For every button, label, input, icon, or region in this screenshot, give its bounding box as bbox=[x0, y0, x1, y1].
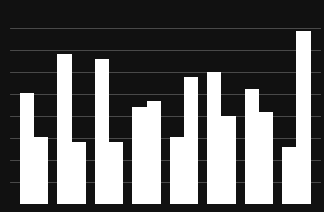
Bar bbox=[109, 142, 123, 204]
Bar bbox=[57, 54, 72, 204]
Bar bbox=[95, 59, 109, 204]
Bar bbox=[282, 147, 296, 204]
Bar bbox=[146, 102, 161, 204]
Bar bbox=[221, 116, 236, 204]
Bar bbox=[34, 137, 48, 204]
Bar bbox=[207, 72, 221, 204]
Bar bbox=[132, 107, 146, 204]
Bar bbox=[72, 142, 86, 204]
Bar bbox=[245, 89, 259, 204]
Bar bbox=[259, 112, 273, 204]
Bar bbox=[184, 77, 198, 204]
Bar bbox=[296, 31, 311, 204]
Bar bbox=[170, 137, 184, 204]
Bar bbox=[20, 93, 34, 204]
